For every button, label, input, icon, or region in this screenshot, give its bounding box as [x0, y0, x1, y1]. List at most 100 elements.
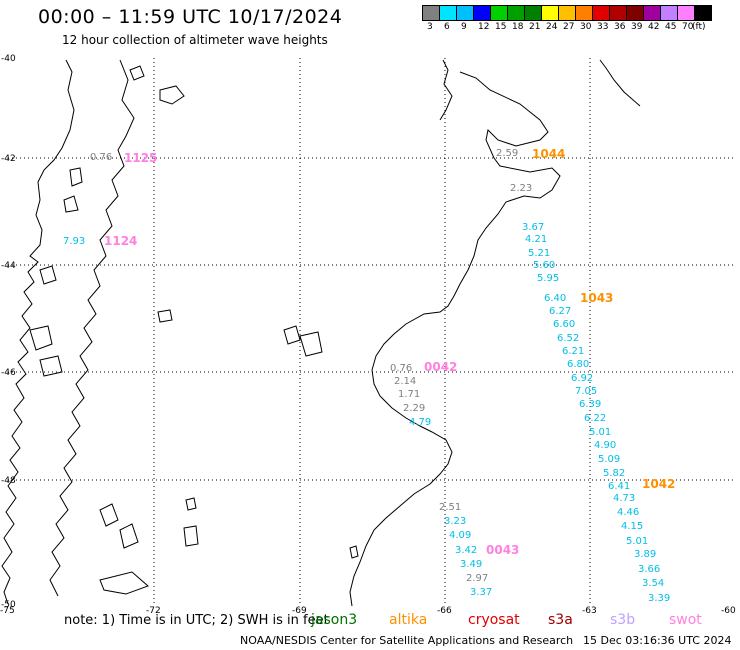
- colorbar-swatch: [576, 6, 593, 20]
- colorbar-swatch: [593, 6, 610, 20]
- colorbar-label: 9: [461, 22, 467, 32]
- credit-text: NOAA/NESDIS Center for Satellite Applica…: [240, 634, 574, 647]
- colorbar-swatch: [627, 6, 644, 20]
- island-5: [39, 265, 57, 285]
- island-12: [185, 497, 197, 511]
- island-13: [157, 309, 173, 323]
- wave-height-label: 4.73: [613, 493, 635, 504]
- map-title: 00:00 – 11:59 UTC 10/17/2024: [38, 6, 343, 28]
- wave-height-label: 6.60: [553, 319, 575, 330]
- lat-tick-label: -44: [1, 261, 16, 271]
- colorbar-label: 24: [546, 22, 558, 32]
- colorbar-label: 21: [529, 22, 541, 32]
- wave-height-label: 6.92: [571, 373, 593, 384]
- footnote: note: 1) Time is in UTC; 2) SWH is in fe…: [64, 613, 329, 628]
- colorbar-label: 42: [648, 22, 660, 32]
- wave-height-label: 1.71: [398, 389, 420, 400]
- colorbar-swatch: [678, 6, 695, 20]
- axis-ticks: -40 -42 -44 -46 -48 -50-75 -72 -69 -66 -63 -60: [0, 54, 736, 616]
- pass-number-label: 1044: [532, 147, 565, 161]
- colorbar-label: 12: [478, 22, 490, 32]
- colorbar-label: (ft): [692, 22, 706, 32]
- wave-height-label: 3.66: [638, 564, 660, 575]
- wave-height-label: 2.29: [403, 403, 425, 414]
- island-11: [183, 525, 199, 547]
- colorbar-label: 27: [563, 22, 575, 32]
- island-6: [29, 325, 53, 351]
- pass-number-label: 1042: [642, 477, 675, 491]
- wave-height-label: 6.80: [567, 359, 589, 370]
- pass-number-label: 1125: [124, 151, 157, 165]
- wave-height-label: 5.21: [528, 248, 550, 259]
- lon-tick-label: -66: [437, 606, 452, 616]
- island-10: [119, 523, 139, 549]
- wave-height-label: 7.93: [63, 236, 85, 247]
- wave-height-label: 4.15: [621, 521, 643, 532]
- lon-tick-label: -72: [146, 606, 161, 616]
- colorbar-swatch: [491, 6, 508, 20]
- colorbar-label: 3: [427, 22, 433, 32]
- colorbar-swatch: [559, 6, 576, 20]
- wave-height-label: 3.89: [634, 549, 656, 560]
- wave-height-label: 0.76: [90, 152, 112, 163]
- island-3: [69, 167, 83, 187]
- coastline-west: [1, 59, 75, 605]
- wave-height-label: 6.27: [549, 306, 571, 317]
- wave-height-label: 3.42: [455, 545, 477, 556]
- coastline-east: [349, 71, 561, 607]
- wave-height-label: 6.52: [557, 333, 579, 344]
- graticule: [8, 58, 735, 604]
- colorbar-label: 45: [665, 22, 677, 32]
- wave-height-label: 6.40: [544, 293, 566, 304]
- colorbar-swatch: [474, 6, 491, 20]
- wave-height-points: 0.76 7.93 2.59 2.23 3.674.21 5.215.60 5.95 6.40…: [63, 148, 670, 604]
- lat-tick-label: -42: [1, 154, 16, 164]
- coastline-north: [439, 59, 453, 121]
- satellite-legend-swot: swot: [669, 612, 702, 628]
- coastline-mainland: [49, 59, 135, 597]
- pass-number-label: 1043: [580, 291, 613, 305]
- colorbar-swatch: [695, 6, 711, 20]
- wave-height-label: 5.95: [537, 273, 559, 284]
- colorbar-label: 33: [597, 22, 609, 32]
- wave-height-label: 3.39: [648, 593, 670, 604]
- colorbar-swatch: [542, 6, 559, 20]
- colorbar-label: 30: [580, 22, 592, 32]
- satellite-legend-cryosat: cryosat: [468, 612, 520, 628]
- wave-height-label: 5.01: [626, 536, 648, 547]
- wave-height-label: 3.37: [470, 587, 492, 598]
- colorbar-swatch: [525, 6, 542, 20]
- island-15: [299, 331, 323, 357]
- satellite-legend-altika: altika: [389, 612, 428, 628]
- satellite-legend-s3b: s3b: [610, 612, 636, 628]
- island-14: [283, 325, 301, 345]
- wave-height-label: 5.01: [589, 427, 611, 438]
- wave-height-label: 3.49: [460, 559, 482, 570]
- wave-height-label: 5.82: [603, 468, 625, 479]
- lat-tick-label: -40: [1, 54, 16, 64]
- colorbar-swatch: [457, 6, 474, 20]
- wave-height-label: 4.79: [409, 417, 431, 428]
- lon-tick-label: -75: [0, 606, 15, 616]
- wave-height-label: 2.97: [466, 573, 488, 584]
- wave-height-label: 7.05: [575, 386, 597, 397]
- wave-height-label: 5.60: [533, 260, 555, 271]
- island-16: [349, 545, 359, 559]
- island-1: [159, 85, 185, 105]
- lat-tick-label: -46: [1, 368, 16, 378]
- wave-height-label: 6.22: [584, 413, 606, 424]
- wave-height-label: 2.59: [496, 148, 518, 159]
- colorbar-label: 6: [444, 22, 450, 32]
- satellite-legend-jason3: jason3: [311, 612, 358, 628]
- island-8: [99, 571, 149, 595]
- island-4: [63, 195, 79, 213]
- lat-tick-label: -48: [1, 476, 16, 486]
- satellite-legend-s3a: s3a: [548, 612, 573, 628]
- wave-height-label: 3.54: [642, 578, 664, 589]
- timestamp: 15 Dec 03:16:36 UTC 2024: [583, 634, 732, 647]
- wave-height-label: 6.39: [579, 399, 601, 410]
- colorbar-label: 39: [631, 22, 643, 32]
- lon-tick-label: -63: [582, 606, 597, 616]
- island-9: [99, 503, 119, 527]
